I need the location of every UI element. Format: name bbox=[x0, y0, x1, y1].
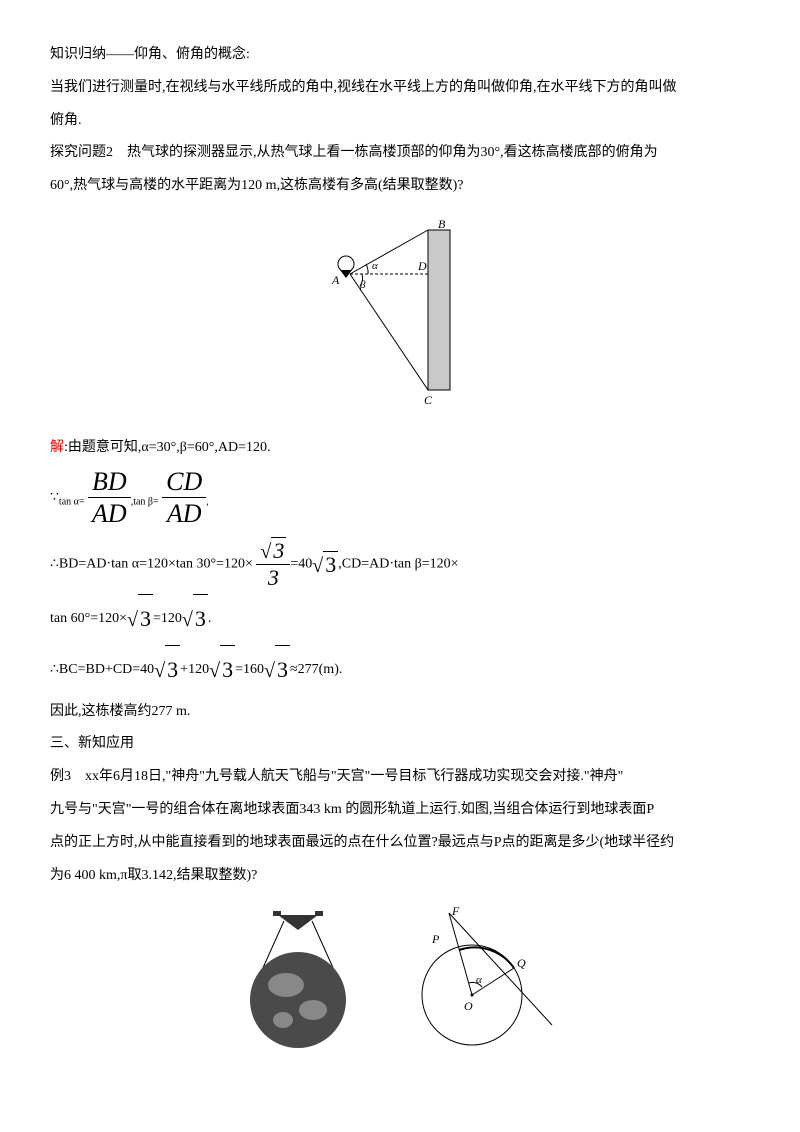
svg-text:D: D bbox=[417, 259, 427, 273]
svg-text:O: O bbox=[464, 999, 473, 1013]
example3-l3: 点的正上方时,从中能直接看到的地球表面最远的点在什么位置?最远点与P点的距离是多… bbox=[50, 828, 750, 859]
solution-conclusion: 因此,这栋楼高约277 m. bbox=[50, 697, 750, 728]
angle-alpha bbox=[366, 264, 368, 274]
sqrt3-d: √3 bbox=[154, 645, 180, 694]
summary-def-1: 当我们进行测量时,在视线与水平线所成的角中,视线在水平线上方的角叫做仰角,在水平… bbox=[50, 73, 750, 104]
arc-pq bbox=[459, 948, 514, 969]
sqrt3-e: √3 bbox=[209, 645, 235, 694]
problem2-line1: 探究问题2 热气球的探测器显示,从热气球上看一栋高楼顶部的仰角为30°,看这栋高… bbox=[50, 138, 750, 169]
balloon-icon bbox=[338, 256, 354, 272]
solution-bc-line: ∴BC=BD+CD=40√3+120√3=160√3≈277(m). bbox=[50, 645, 750, 694]
example3-l2: 九号与"天宫"一号的组合体在离地球表面343 km 的圆形轨道上运行.如图,当组… bbox=[50, 795, 750, 826]
building-rect bbox=[428, 230, 450, 390]
svg-text:A: A bbox=[331, 273, 340, 287]
svg-text:β: β bbox=[359, 279, 366, 291]
fraction-bd-ad: BD AD bbox=[88, 466, 131, 529]
solution-tan-eq: ∵tan α= BD AD ,tan β= CD AD , bbox=[50, 466, 750, 529]
sqrt3-c: √3 bbox=[182, 594, 208, 643]
svg-text:Q: Q bbox=[517, 956, 526, 970]
sight-down bbox=[350, 274, 428, 390]
example3-l1: 例3 xx年6月18日,"神舟"九号载人航天飞船与"天宫"一号目标飞行器成功实现… bbox=[50, 762, 750, 793]
section3-heading: 三、新知应用 bbox=[50, 729, 750, 760]
jie-label: 解 bbox=[50, 440, 64, 455]
satellite-icon bbox=[278, 915, 318, 930]
sqrt3-f: √3 bbox=[264, 645, 290, 694]
summary-def-2: 俯角. bbox=[50, 106, 750, 137]
geometry-diagram: O F Q P α bbox=[402, 905, 572, 1055]
svg-text:B: B bbox=[438, 217, 446, 231]
fraction-sqrt3-3: √3 3 bbox=[256, 537, 290, 592]
svg-text:α: α bbox=[372, 260, 378, 272]
svg-text:P: P bbox=[431, 932, 440, 946]
solution-line1: 解:由题意可知,α=30°,β=60°,AD=120. bbox=[50, 433, 750, 464]
svg-text:C: C bbox=[424, 393, 433, 406]
solution-cd-line: tan 60°=120×√3=120√3. bbox=[50, 594, 750, 643]
example3-l4: 为6 400 km,π取3.142,结果取整数)? bbox=[50, 861, 750, 892]
earth-photo-diagram bbox=[228, 905, 368, 1055]
svg-text:α: α bbox=[476, 974, 482, 986]
solution-bd-line: ∴BD=AD·tan α=120×tan 30°=120× √3 3 =40√3… bbox=[50, 537, 750, 592]
sqrt3-a: √3 bbox=[312, 551, 338, 578]
fraction-cd-ad: CD AD bbox=[162, 466, 206, 529]
sight-up bbox=[350, 230, 428, 274]
problem2-line2: 60°,热气球与高楼的水平距离为120 m,这栋高楼有多高(结果取整数)? bbox=[50, 171, 750, 202]
diagram-building: B D A α β C bbox=[50, 216, 750, 419]
diagram-earth-pair: O F Q P α bbox=[50, 905, 750, 1055]
earth-globe bbox=[250, 952, 346, 1048]
sqrt3-b: √3 bbox=[127, 594, 153, 643]
summary-heading: 知识归纳——仰角、俯角的概念: bbox=[50, 40, 750, 71]
